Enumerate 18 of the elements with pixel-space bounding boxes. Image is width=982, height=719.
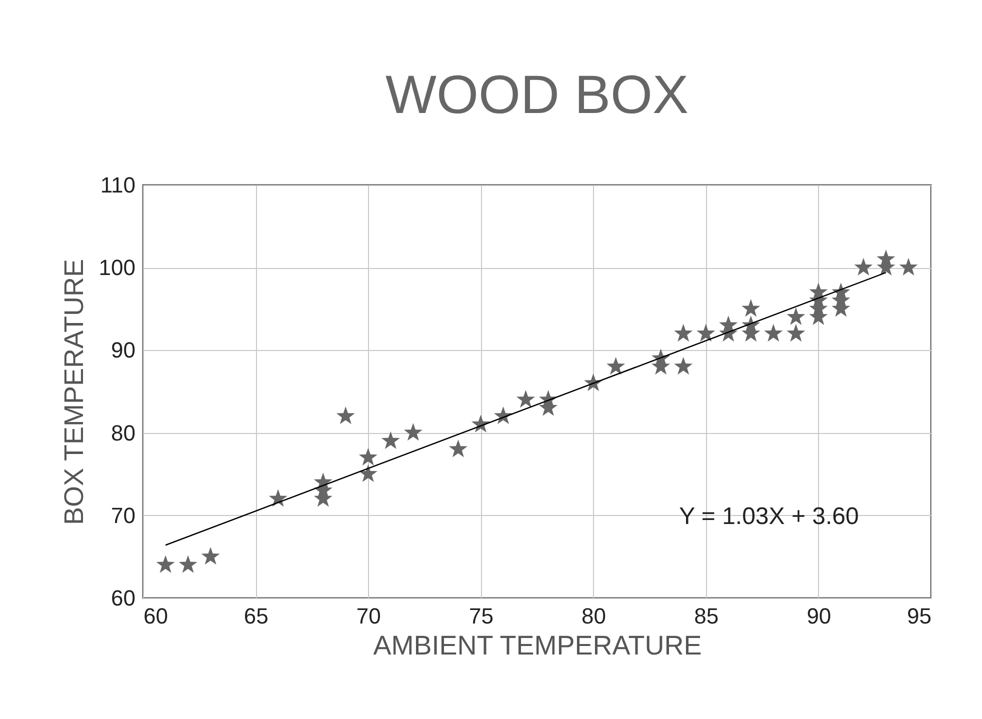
x-tick-label: 70 [356,604,381,628]
x-tick-label: 60 [144,604,168,628]
x-tick-label: 85 [694,604,719,628]
chart-title: WOOD BOX [385,65,689,125]
x-axis-title: AMBIENT TEMPERATURE [373,630,702,660]
x-tick-label: 65 [244,604,268,628]
y-tick-label: 100 [98,255,136,280]
y-tick-label: 80 [111,420,136,446]
x-tick-label: 80 [582,604,606,628]
x-tick-label: 90 [806,604,832,628]
annotation: Y = 1.03X + 3.60 [679,503,859,530]
y-axis-title: BOX TEMPERATURE [58,258,89,526]
y-tick-label: 110 [100,172,136,198]
x-tick-label: 95 [907,604,932,628]
y-tick-label: 90 [111,338,136,363]
x-tick-label: 75 [468,604,494,628]
y-tick-label: 60 [111,586,136,610]
y-tick-label: 70 [111,502,136,528]
